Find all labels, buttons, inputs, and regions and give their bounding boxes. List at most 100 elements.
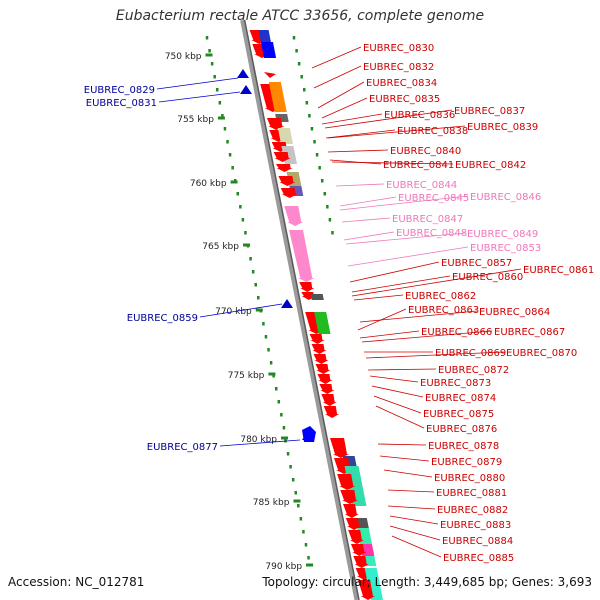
scale-tick-label: 780 kbp [240, 435, 277, 445]
gene-label[interactable]: EUBREC_0846 [470, 192, 541, 203]
gene-label[interactable]: EUBREC_0876 [426, 424, 497, 435]
gene-label[interactable]: EUBREC_0845 [398, 193, 469, 204]
gene-label[interactable]: EUBREC_0857 [441, 258, 512, 269]
gene-label[interactable]: EUBREC_0861 [523, 265, 594, 276]
scale-dot [213, 75, 216, 79]
scale-dot [254, 283, 257, 287]
gene-label[interactable]: EUBREC_0885 [443, 553, 514, 564]
scale-dot [251, 270, 255, 274]
scale-dot [302, 530, 305, 534]
gene-label[interactable]: EUBREC_0880 [434, 473, 505, 484]
scale-dot [231, 166, 234, 170]
scale-dot [257, 296, 260, 300]
gene-label[interactable]: EUBREC_0849 [467, 229, 538, 240]
scale-dots [205, 36, 334, 560]
gene-arrow [299, 282, 315, 292]
gene-label[interactable]: EUBREC_0838 [397, 126, 468, 137]
gene-labels[interactable]: EUBREC_0830 EUBREC_0832 EUBREC_0834 EUBREC_… [84, 43, 594, 564]
label-leader [327, 149, 389, 153]
gene-label[interactable]: EUBREC_0829 [84, 85, 155, 96]
backbone-shadow [243, 19, 360, 600]
gene-label[interactable]: EUBREC_0869 [435, 348, 506, 359]
gene-label[interactable]: EUBREC_0863 [408, 305, 479, 316]
label-leader [357, 308, 407, 331]
gene-reverse [240, 85, 252, 94]
label-leader [325, 129, 396, 139]
scale-dot [286, 452, 290, 456]
gene-label[interactable]: EUBREC_0839 [467, 122, 538, 133]
label-leader [373, 395, 422, 414]
gene-label[interactable]: EUBREC_0874 [425, 393, 496, 404]
scale-tick-label: 765 kbp [202, 242, 239, 252]
label-leader [351, 275, 451, 293]
gene-label[interactable]: EUBREC_0877 [147, 442, 218, 453]
scale-dot [236, 192, 240, 196]
gene-arrow [276, 164, 293, 172]
gene-label[interactable]: EUBREC_0830 [363, 43, 434, 54]
label-leader [158, 91, 241, 103]
gene-label[interactable]: EUBREC_0875 [423, 409, 494, 420]
gene-label[interactable]: EUBREC_0883 [440, 520, 511, 531]
gene-label[interactable]: EUBREC_0847 [392, 214, 463, 225]
scale-dot [239, 205, 242, 209]
scale-tick-label: 760 kbp [190, 179, 227, 189]
scale-dot [313, 140, 316, 144]
gene-label[interactable]: EUBREC_0840 [390, 146, 461, 157]
gene-label[interactable]: EUBREC_0835 [369, 94, 440, 105]
gene-reverse [302, 426, 316, 442]
gene-label[interactable]: EUBREC_0866 [421, 327, 492, 338]
scale-dot [291, 478, 295, 482]
gene-label[interactable]: EUBREC_0860 [452, 272, 523, 283]
label-leader [351, 268, 522, 297]
gene-label[interactable]: EUBREC_0848 [396, 228, 467, 239]
gene-label[interactable]: EUBREC_0859 [127, 313, 198, 324]
scale-dot [267, 348, 270, 352]
gene-label[interactable]: EUBREC_0837 [454, 106, 525, 117]
gene-arrow [315, 364, 331, 374]
scale-dot [216, 88, 219, 92]
scale-tick [242, 243, 250, 247]
gene-label[interactable]: EUBREC_0844 [386, 180, 457, 191]
scale-dot [323, 192, 327, 196]
gene-label[interactable]: EUBREC_0870 [506, 348, 577, 359]
gene-label[interactable]: EUBREC_0842 [455, 160, 526, 171]
label-leader [367, 368, 437, 371]
label-leader [339, 195, 469, 211]
gene-label[interactable]: EUBREC_0881 [436, 488, 507, 499]
gene-arrow [309, 334, 325, 344]
label-leader [321, 113, 383, 125]
label-leader [389, 525, 441, 541]
gene-arrow [313, 354, 329, 364]
scale-tick [293, 499, 301, 503]
gene-label[interactable]: EUBREC_0841 [383, 160, 454, 171]
scale-dot [272, 374, 275, 378]
backbone-line [240, 19, 360, 600]
gene-label[interactable]: EUBREC_0831 [86, 98, 157, 109]
label-leader [383, 469, 433, 478]
gene-label[interactable]: EUBREC_0882 [437, 505, 508, 516]
gene-label[interactable]: EUBREC_0872 [438, 365, 509, 376]
gene-label[interactable]: EUBREC_0862 [405, 291, 476, 302]
label-leaders [156, 46, 522, 558]
label-leader [331, 161, 454, 165]
gene-label[interactable]: EUBREC_0836 [384, 110, 455, 121]
gene-label[interactable]: EUBREC_0873 [420, 378, 491, 389]
label-leader [359, 330, 420, 339]
gene-label[interactable]: EUBREC_0879 [431, 457, 502, 468]
gene-label[interactable]: EUBREC_0832 [363, 62, 434, 73]
scale-tick [306, 563, 314, 567]
gene-label[interactable]: EUBREC_0864 [479, 307, 550, 318]
scale-dot [300, 75, 303, 79]
gene-features [237, 30, 383, 600]
gene-arrow-pink [289, 230, 315, 282]
gene-label[interactable]: EUBREC_0853 [470, 243, 541, 254]
label-leader [219, 439, 301, 447]
gene-arrow [343, 504, 359, 518]
gene-label[interactable]: EUBREC_0884 [442, 536, 513, 547]
gene-label[interactable]: EUBREC_0834 [366, 78, 437, 89]
label-leader [345, 232, 466, 245]
gene-arrow [321, 394, 337, 406]
gene-label[interactable]: EUBREC_0867 [494, 327, 565, 338]
gene-label[interactable]: EUBREC_0878 [428, 441, 499, 452]
